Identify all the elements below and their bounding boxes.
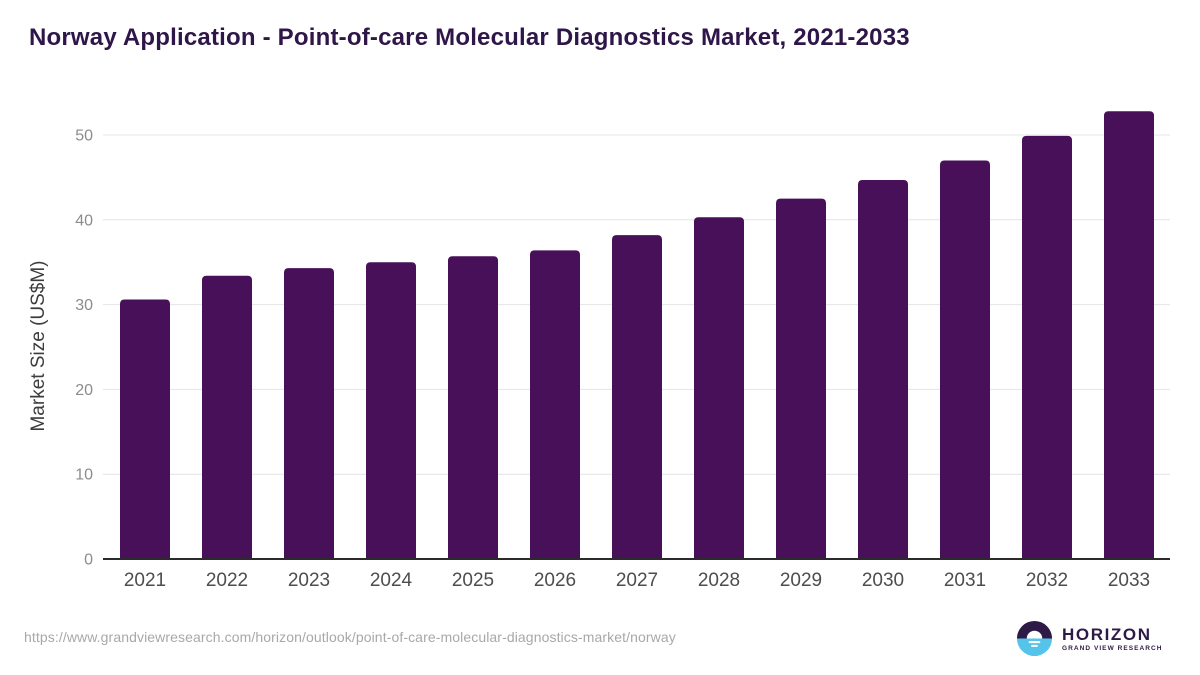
horizon-logo-icon — [1016, 620, 1053, 657]
y-tick-label: 40 — [75, 212, 93, 229]
y-tick-label: 0 — [84, 552, 93, 569]
bar-2022 — [202, 275, 252, 559]
bar-2032 — [1022, 135, 1072, 559]
x-tick-label: 2021 — [124, 570, 166, 591]
source-url: https://www.grandviewresearch.com/horizo… — [24, 629, 676, 645]
y-tick-label: 10 — [75, 467, 93, 484]
x-tick-label: 2028 — [698, 570, 740, 591]
bar-2033 — [1104, 111, 1154, 560]
logo-tagline: GRAND VIEW RESEARCH — [1062, 644, 1163, 652]
x-tick-label: 2024 — [370, 570, 413, 591]
x-tick-label: 2026 — [534, 570, 576, 591]
y-tick-label: 50 — [75, 128, 93, 145]
x-tick-label: 2033 — [1108, 570, 1150, 591]
logo-text: HORIZON GRAND VIEW RESEARCH — [1062, 626, 1162, 652]
x-tick-label: 2031 — [944, 570, 986, 591]
logo-sky-half — [1016, 620, 1053, 639]
x-tick-label: 2022 — [206, 570, 248, 591]
x-tick-label: 2029 — [780, 570, 822, 591]
x-tick-label: 2023 — [288, 570, 330, 591]
bar-2023 — [284, 268, 334, 559]
bar-2021 — [120, 299, 170, 559]
bar-2028 — [694, 217, 744, 560]
bar-2027 — [612, 235, 662, 559]
sun-reflection-line — [1031, 644, 1038, 647]
y-tick-label: 20 — [75, 382, 93, 399]
bar-2025 — [448, 256, 498, 559]
bar-2029 — [776, 198, 826, 559]
logo-brand: HORIZON — [1062, 624, 1152, 644]
x-tick-label: 2032 — [1026, 570, 1068, 591]
y-axis-title: Market Size (US$M) — [28, 260, 49, 431]
x-tick-label: 2025 — [452, 570, 494, 591]
bar-2030 — [858, 179, 908, 559]
bar-2031 — [940, 160, 990, 559]
y-tick-label: 30 — [75, 297, 93, 314]
bar-2026 — [530, 250, 580, 559]
chart-title: Norway Application - Point-of-care Molec… — [29, 24, 910, 51]
horizon-logo: HORIZON GRAND VIEW RESEARCH — [1016, 620, 1162, 657]
logo-sea-half — [1016, 638, 1053, 657]
bar-2024 — [366, 262, 416, 559]
sun-icon — [1026, 630, 1043, 639]
sun-reflection-line — [1028, 641, 1041, 644]
x-tick-label: 2030 — [862, 570, 904, 591]
x-tick-label: 2027 — [616, 570, 658, 591]
